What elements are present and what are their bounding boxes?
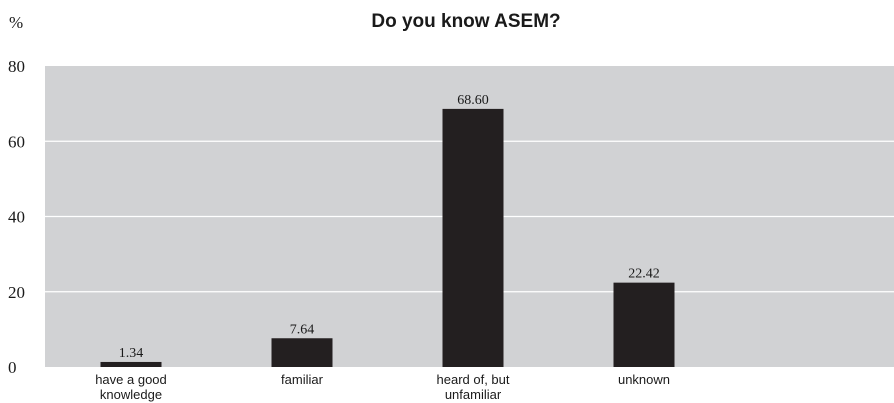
data-label: 22.42 [628, 267, 660, 282]
y-tick-label: 60 [8, 132, 25, 151]
chart-title: Do you know ASEM? [371, 11, 560, 32]
y-axis-ticks: 0 20 40 60 80 [8, 57, 25, 377]
bar [271, 338, 333, 367]
y-tick-label: 80 [8, 57, 25, 76]
x-category-label: unknown [618, 372, 670, 387]
data-label: 1.34 [119, 346, 144, 361]
bar [442, 108, 504, 367]
y-tick-label: 0 [8, 358, 17, 377]
y-tick-label: 20 [8, 283, 25, 302]
x-axis-categories: have a good knowledge familiar heard of, bu… [95, 372, 670, 402]
data-labels: 1.34 7.64 68.60 22.42 [119, 93, 660, 361]
x-category-label: heard of, but unfamiliar [437, 372, 510, 402]
bar [613, 282, 675, 367]
x-category-label: familiar [281, 372, 324, 387]
x-category-label: have a good knowledge [95, 372, 167, 402]
data-label: 7.64 [290, 322, 315, 337]
y-tick-label: 40 [8, 208, 25, 227]
data-label: 68.60 [457, 93, 489, 108]
y-axis-unit-label: % [9, 13, 23, 32]
bars [100, 108, 675, 367]
bar [100, 361, 162, 367]
